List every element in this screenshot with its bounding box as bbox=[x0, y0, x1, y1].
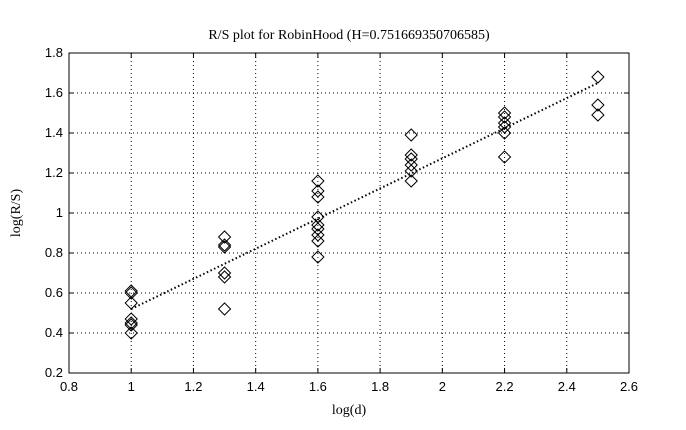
data-point-diamond bbox=[497, 110, 512, 124]
x-tick-label: 1 bbox=[128, 379, 135, 394]
data-point-diamond bbox=[217, 238, 232, 252]
data-point-diamond bbox=[311, 184, 325, 198]
data-point-diamond bbox=[591, 70, 605, 84]
data-point-diamond bbox=[124, 296, 138, 310]
x-tick-label: 1.2 bbox=[184, 379, 202, 394]
grid-lines bbox=[69, 53, 629, 373]
data-point-diamond bbox=[311, 218, 325, 232]
x-tick-label: 1.4 bbox=[247, 379, 265, 394]
data-point-diamond bbox=[217, 302, 232, 316]
x-tick-label: 1.8 bbox=[371, 379, 389, 394]
data-point-diamond bbox=[124, 316, 138, 330]
data-point-diamond bbox=[497, 126, 512, 140]
data-point-diamond bbox=[591, 98, 605, 112]
data-point-diamond bbox=[404, 174, 418, 188]
data-point-diamond bbox=[124, 312, 138, 326]
data-point-diamond bbox=[311, 234, 325, 248]
x-tick-label: 2.2 bbox=[496, 379, 514, 394]
data-point-diamond bbox=[591, 108, 605, 122]
y-axis-label: log(R/S) bbox=[9, 189, 24, 238]
data-point-diamond bbox=[311, 228, 325, 242]
x-tick-label: 0.8 bbox=[60, 379, 78, 394]
axis-ticks bbox=[68, 52, 630, 374]
x-tick-label: 2.4 bbox=[558, 379, 576, 394]
y-tick-label: 0.8 bbox=[45, 245, 63, 260]
data-point-diamond bbox=[217, 230, 232, 244]
x-axis-label: log(d) bbox=[332, 403, 367, 418]
data-point-diamond bbox=[404, 158, 418, 172]
x-tick-label: 2 bbox=[439, 379, 446, 394]
y-tick-label: 1 bbox=[56, 205, 63, 220]
data-point-diamond bbox=[124, 286, 138, 300]
fit-line bbox=[130, 82, 599, 310]
data-point-diamond bbox=[497, 150, 512, 164]
chart-title: R/S plot for RobinHood (H=0.751669350706… bbox=[208, 28, 490, 43]
data-point-diamond bbox=[404, 128, 418, 142]
y-tick-label: 1.6 bbox=[45, 85, 63, 100]
data-point-diamond bbox=[311, 250, 325, 264]
data-point-diamond bbox=[217, 266, 232, 280]
y-tick-label: 1.8 bbox=[45, 45, 63, 60]
data-point-diamond bbox=[217, 240, 232, 254]
data-point-diamond bbox=[497, 116, 512, 130]
data-point-diamond bbox=[497, 106, 512, 120]
data-point-diamond bbox=[404, 148, 418, 162]
data-point-diamond bbox=[404, 164, 418, 178]
data-point-diamond bbox=[311, 174, 325, 188]
y-tick-label: 0.6 bbox=[45, 285, 63, 300]
data-point-diamond bbox=[124, 318, 138, 332]
x-tick-label: 2.6 bbox=[620, 379, 638, 394]
data-point-diamond bbox=[124, 326, 138, 340]
y-tick-label: 1.2 bbox=[45, 165, 63, 180]
x-tick-labels: 0.8 1 1.2 1.4 1.6 1.8 2 2.2 2.4 2.6 bbox=[60, 379, 638, 394]
data-point-diamond bbox=[497, 120, 512, 134]
data-point-diamond bbox=[217, 270, 232, 284]
y-tick-label: 1.4 bbox=[45, 125, 63, 140]
y-tick-labels: 0.2 0.4 0.6 0.8 1 1.2 1.4 1.6 1.8 bbox=[45, 45, 63, 380]
x-tick-label: 1.6 bbox=[309, 379, 327, 394]
data-point-diamond bbox=[311, 190, 325, 204]
data-points bbox=[124, 70, 605, 340]
y-tick-label: 0.4 bbox=[45, 325, 63, 340]
y-tick-label: 0.2 bbox=[45, 365, 63, 380]
